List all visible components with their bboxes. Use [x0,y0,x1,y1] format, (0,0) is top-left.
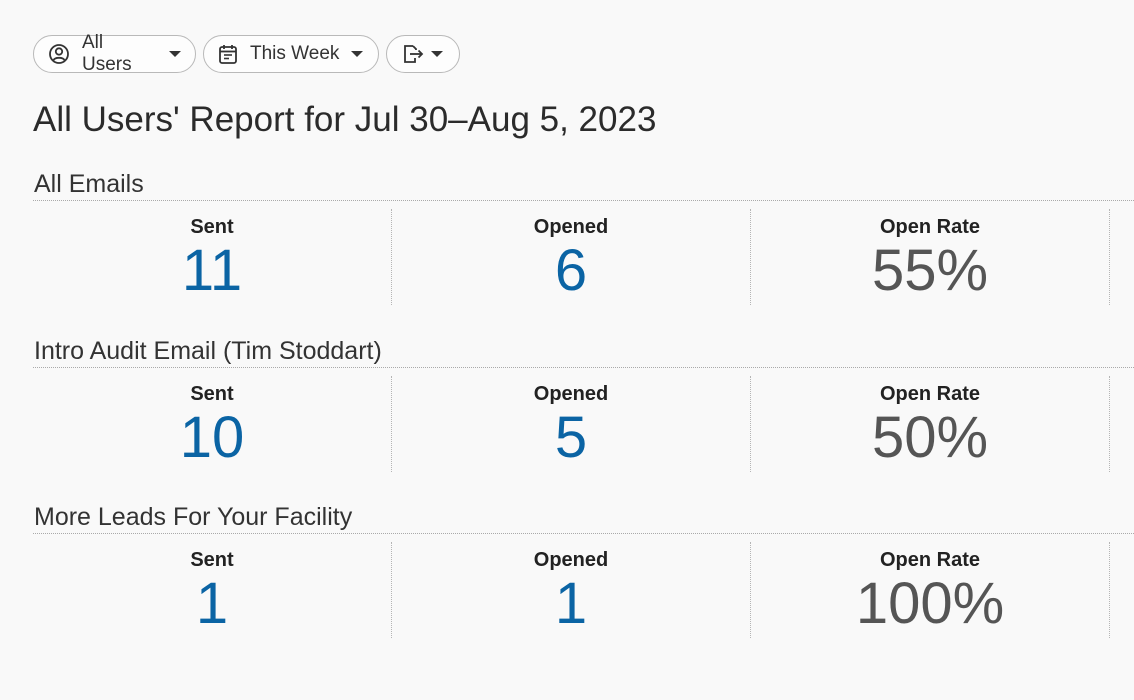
period-filter-dropdown[interactable]: This Week [203,35,379,73]
section-title: Intro Audit Email (Tim Stoddart) [33,335,1134,368]
section-all-emails: All Emails Sent 11 Opened 6 Open Rate 55… [33,168,1134,305]
chevron-down-icon [431,51,443,57]
metric-label: Opened [533,549,609,571]
metrics-row: Sent 1 Opened 1 Open Rate 100% [33,542,1134,638]
metric-label: Open Rate [879,216,981,238]
metric-label: Opened [533,383,609,405]
metric-sent: Sent 10 [33,376,392,472]
export-dropdown[interactable] [386,35,460,73]
metric-open-rate: Open Rate 100% [751,542,1110,638]
metric-value: 5 [554,405,588,470]
section-intro-audit-email: Intro Audit Email (Tim Stoddart) Sent 10… [33,335,1134,472]
metric-value: 1 [554,571,588,636]
filter-toolbar: All Users This Week [33,32,460,75]
metric-value: 55% [871,238,989,303]
metric-label: Opened [533,216,609,238]
metric-sent: Sent 11 [33,209,392,305]
section-more-leads: More Leads For Your Facility Sent 1 Open… [33,501,1134,638]
metric-opened: Opened 1 [392,542,751,638]
metric-label: Open Rate [879,549,981,571]
user-filter-label: All Users [82,32,132,75]
period-filter-label: This Week [250,43,340,64]
metric-open-rate: Open Rate 55% [751,209,1110,305]
metric-value: 100% [855,571,1005,636]
export-icon [401,43,425,65]
metrics-row: Sent 11 Opened 6 Open Rate 55% [33,209,1134,305]
metric-opened: Opened 6 [392,209,751,305]
metric-label: Sent [190,549,234,571]
metric-value: 11 [181,238,243,303]
metric-value: 6 [554,238,588,303]
calendar-icon [218,43,238,65]
metrics-row: Sent 10 Opened 5 Open Rate 50% [33,376,1134,472]
section-title: More Leads For Your Facility [33,501,1134,534]
page-title: All Users' Report for Jul 30–Aug 5, 2023 [33,100,657,139]
metric-value: 1 [195,571,229,636]
metric-opened: Opened 5 [392,376,751,472]
user-circle-icon [48,43,70,65]
metric-sent: Sent 1 [33,542,392,638]
section-title: All Emails [33,168,1134,201]
chevron-down-icon [169,51,181,57]
metric-label: Sent [190,383,234,405]
metric-open-rate: Open Rate 50% [751,376,1110,472]
user-filter-dropdown[interactable]: All Users [33,32,196,75]
metric-value: 50% [871,405,989,470]
chevron-down-icon [351,51,364,57]
metric-value: 10 [179,405,245,470]
metric-label: Open Rate [879,383,981,405]
metric-label: Sent [190,216,234,238]
